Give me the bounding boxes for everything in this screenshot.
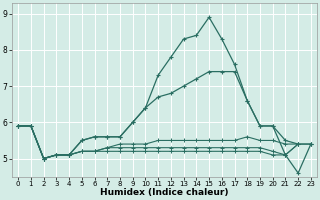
X-axis label: Humidex (Indice chaleur): Humidex (Indice chaleur) bbox=[100, 188, 229, 197]
